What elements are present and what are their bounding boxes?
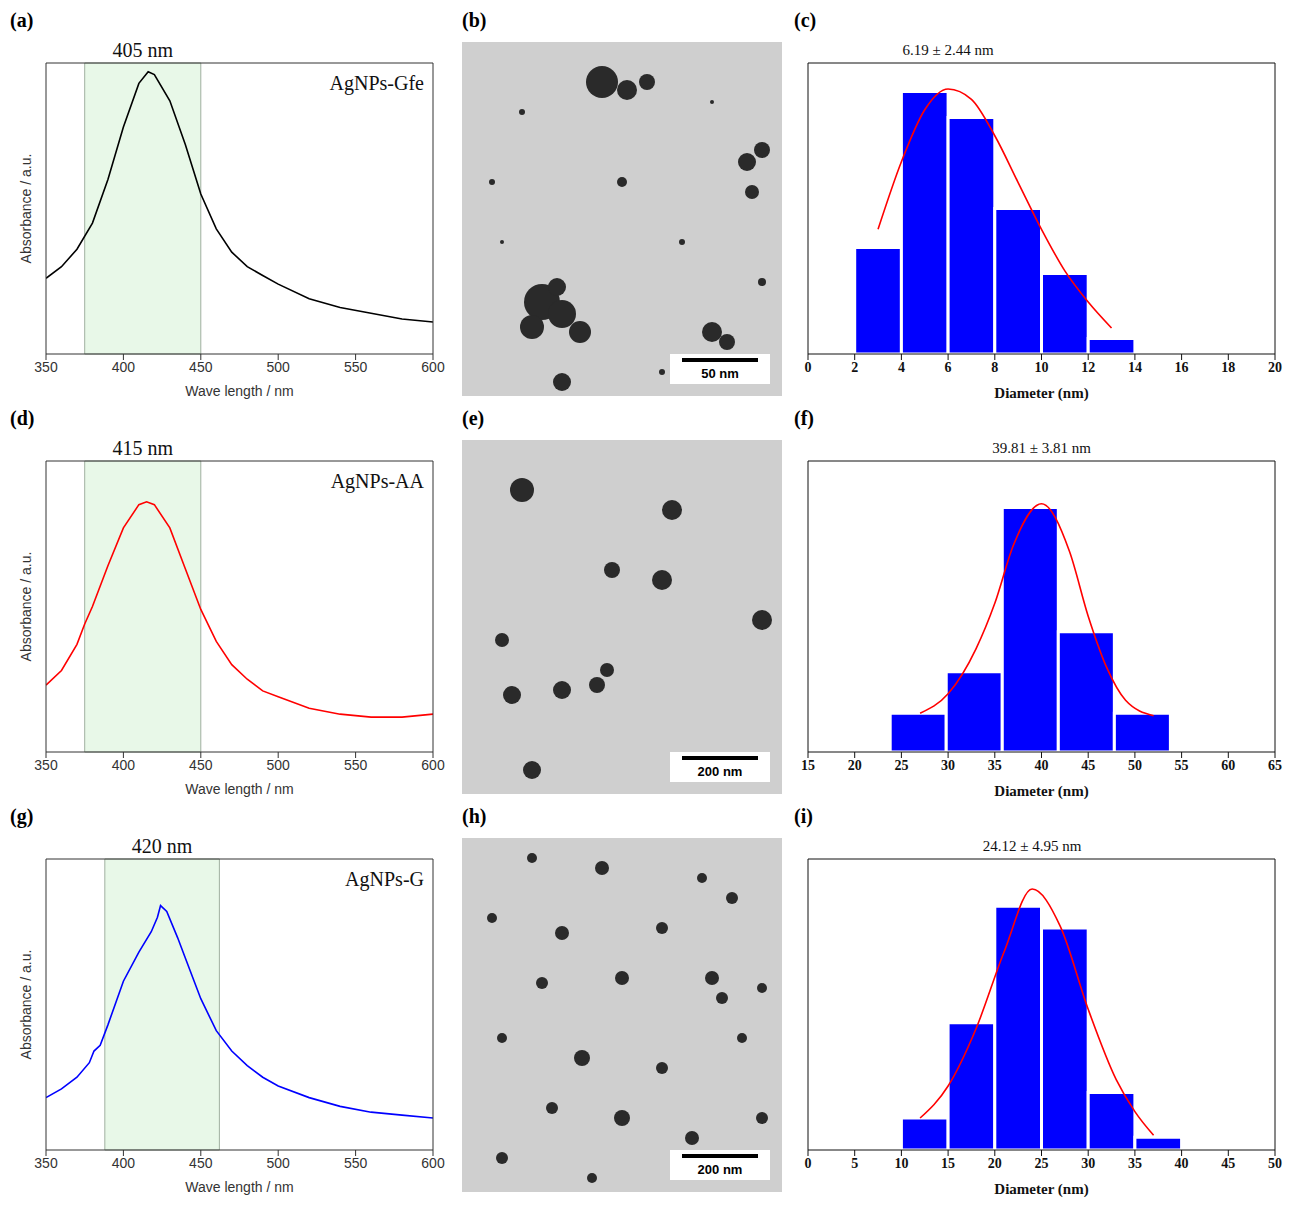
svg-text:405 nm: 405 nm — [112, 39, 173, 61]
svg-text:20: 20 — [1268, 360, 1282, 375]
svg-text:600: 600 — [421, 757, 445, 773]
html-text:(h): (h) — [462, 805, 487, 827]
svg-text:50: 50 — [1268, 1156, 1282, 1171]
svg-text:25: 25 — [1035, 1156, 1049, 1171]
svg-text:350: 350 — [34, 1155, 58, 1171]
svg-text:400: 400 — [112, 1155, 136, 1171]
svg-text:200 nm: 200 nm — [698, 764, 743, 779]
svg-text:420 nm: 420 nm — [132, 835, 193, 857]
svg-text:16: 16 — [1175, 360, 1189, 375]
svg-text:450: 450 — [189, 1155, 213, 1171]
html-text:(g): (g) — [10, 805, 34, 827]
svg-text:500: 500 — [267, 359, 291, 375]
svg-text:400: 400 — [112, 359, 136, 375]
svg-text:45: 45 — [1221, 1156, 1235, 1171]
html-text:AgNPs-G: AgNPs-G — [345, 868, 424, 890]
svg-text:Absorbance / a.u.: Absorbance / a.u. — [18, 552, 34, 662]
svg-text:550: 550 — [344, 359, 368, 375]
svg-text:20: 20 — [988, 1156, 1002, 1171]
svg-text:50 nm: 50 nm — [701, 366, 739, 381]
html-text:(c): (c) — [794, 9, 817, 31]
svg-text:39.81 ± 3.81 nm: 39.81 ± 3.81 nm — [992, 440, 1091, 456]
svg-text:45: 45 — [1081, 758, 1095, 773]
svg-text:55: 55 — [1175, 758, 1189, 773]
svg-text:8: 8 — [991, 360, 998, 375]
svg-text:15: 15 — [801, 758, 815, 773]
svg-text:40: 40 — [1035, 758, 1049, 773]
svg-text:30: 30 — [1081, 1156, 1095, 1171]
svg-text:35: 35 — [988, 758, 1002, 773]
html-text:AgNPs-AA: AgNPs-AA — [330, 470, 424, 492]
svg-text:350: 350 — [34, 757, 58, 773]
svg-text:0: 0 — [805, 1156, 812, 1171]
svg-text:Absorbance / a.u.: Absorbance / a.u. — [18, 154, 34, 264]
svg-text:0: 0 — [805, 360, 812, 375]
svg-text:25: 25 — [894, 758, 908, 773]
svg-text:Wave length / nm: Wave length / nm — [185, 1179, 293, 1195]
svg-text:15: 15 — [941, 1156, 955, 1171]
svg-text:600: 600 — [421, 359, 445, 375]
svg-text:40: 40 — [1175, 1156, 1189, 1171]
svg-text:14: 14 — [1128, 360, 1142, 375]
svg-text:Wave length / nm: Wave length / nm — [185, 383, 293, 399]
svg-text:Absorbance / a.u.: Absorbance / a.u. — [18, 950, 34, 1060]
svg-text:5: 5 — [851, 1156, 858, 1171]
svg-text:35: 35 — [1128, 1156, 1142, 1171]
html-text:AgNPs-Gfe: AgNPs-Gfe — [329, 72, 424, 94]
svg-text:12: 12 — [1081, 360, 1095, 375]
svg-text:50: 50 — [1128, 758, 1142, 773]
svg-text:550: 550 — [344, 757, 368, 773]
svg-text:200 nm: 200 nm — [698, 1162, 743, 1177]
html-text:(e): (e) — [462, 407, 485, 429]
svg-text:400: 400 — [112, 757, 136, 773]
svg-text:2: 2 — [851, 360, 858, 375]
svg-text:450: 450 — [189, 757, 213, 773]
svg-text:65: 65 — [1268, 758, 1282, 773]
svg-text:18: 18 — [1221, 360, 1235, 375]
svg-text:Diameter (nm): Diameter (nm) — [994, 783, 1088, 800]
html-text:(f): (f) — [794, 407, 814, 429]
svg-text:20: 20 — [848, 758, 862, 773]
svg-text:350: 350 — [34, 359, 58, 375]
svg-text:Diameter (nm): Diameter (nm) — [994, 1181, 1088, 1198]
svg-text:30: 30 — [941, 758, 955, 773]
svg-text:Wave length / nm: Wave length / nm — [185, 781, 293, 797]
html-text:(d): (d) — [10, 407, 35, 429]
svg-text:6: 6 — [945, 360, 952, 375]
svg-text:500: 500 — [267, 1155, 291, 1171]
svg-text:500: 500 — [267, 757, 291, 773]
html-text:(b): (b) — [462, 9, 487, 31]
svg-text:600: 600 — [421, 1155, 445, 1171]
svg-text:Diameter (nm): Diameter (nm) — [994, 385, 1088, 402]
svg-text:415 nm: 415 nm — [112, 437, 173, 459]
html-text:(a): (a) — [10, 9, 34, 31]
svg-text:60: 60 — [1221, 758, 1235, 773]
html-text:(i): (i) — [794, 805, 813, 827]
svg-text:10: 10 — [894, 1156, 908, 1171]
svg-text:6.19 ± 2.44 nm: 6.19 ± 2.44 nm — [903, 42, 994, 58]
svg-text:10: 10 — [1035, 360, 1049, 375]
svg-text:450: 450 — [189, 359, 213, 375]
svg-text:550: 550 — [344, 1155, 368, 1171]
svg-text:4: 4 — [898, 360, 905, 375]
svg-text:24.12 ± 4.95 nm: 24.12 ± 4.95 nm — [983, 838, 1082, 854]
